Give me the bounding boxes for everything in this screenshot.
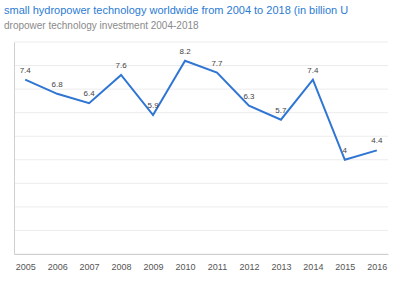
x-tick-label: 2014 xyxy=(303,262,323,272)
x-tick-label: 2011 xyxy=(208,262,227,272)
grid-line xyxy=(14,42,388,43)
x-axis: 2005 2006 2007 2008 2009 2010 2011 2012 2013 2014… xyxy=(15,254,389,272)
x-axis-line xyxy=(15,254,389,255)
grid-line xyxy=(14,112,388,113)
data-label: 6.3 xyxy=(243,92,255,101)
subtitle: dropower technology investment 2004-2018 xyxy=(4,20,199,31)
data-label: 8.2 xyxy=(179,47,191,56)
x-tick: 2013 xyxy=(271,254,291,272)
x-tick-label: 2016 xyxy=(367,262,387,272)
x-tick-label: 2006 xyxy=(48,262,68,272)
data-label: 5.9 xyxy=(147,101,159,110)
grid-line xyxy=(14,230,388,231)
y-axis-line xyxy=(14,43,15,255)
x-tick: 2005 xyxy=(16,254,36,272)
x-tick-label: 2013 xyxy=(271,262,291,272)
title: small hydropower technology worldwide fr… xyxy=(4,4,348,16)
x-tick-label: 2007 xyxy=(80,262,100,272)
x-tick-label: 2012 xyxy=(239,262,259,272)
x-tick: 2015 xyxy=(335,254,355,272)
data-label: 7.4 xyxy=(307,66,319,75)
plot: 2005 2006 2007 2008 2009 2010 2011 2012 2013 2014… xyxy=(14,42,389,272)
data-label: 6.8 xyxy=(52,80,64,89)
x-tick: 2008 xyxy=(112,254,132,272)
grid xyxy=(14,42,388,254)
grid-line xyxy=(14,136,388,137)
x-tick: 2009 xyxy=(144,254,164,272)
data-label: 6.4 xyxy=(84,89,96,98)
data-labels: 7.4 6.8 6.4 7.6 5.9 8.2 7.7 6.3 5.7 7.4 4 4.4 xyxy=(20,47,383,155)
grid-line xyxy=(14,206,388,207)
data-label: 7.6 xyxy=(116,61,128,70)
data-label: 7.4 xyxy=(20,66,32,75)
grid-line xyxy=(14,159,388,160)
x-tick-label: 2008 xyxy=(112,262,132,272)
x-tick: 2007 xyxy=(80,254,100,272)
data-label: 5.7 xyxy=(275,106,287,115)
data-label: 7.7 xyxy=(211,59,223,68)
x-tick: 2012 xyxy=(239,254,259,272)
chart-container: small hydropower technology worldwide fr… xyxy=(0,0,400,284)
x-tick-label: 2010 xyxy=(176,262,196,272)
x-tick: 2014 xyxy=(303,254,323,272)
x-tick-label: 2005 xyxy=(16,262,36,272)
x-tick-label: 2009 xyxy=(144,262,164,272)
grid-line xyxy=(14,89,388,90)
x-tick: 2016 xyxy=(367,254,387,272)
marks xyxy=(25,61,377,160)
y-axis xyxy=(14,43,16,255)
x-tick-label: 2015 xyxy=(335,262,355,272)
grid-line xyxy=(14,254,388,255)
x-tick: 2006 xyxy=(48,254,68,272)
chart-svg: small hydropower technology worldwide fr… xyxy=(0,0,400,284)
grid-line xyxy=(14,183,388,184)
series-line xyxy=(25,61,377,160)
x-tick: 2011 xyxy=(208,254,227,272)
data-label: 4.4 xyxy=(371,136,383,145)
x-tick: 2010 xyxy=(176,254,196,272)
data-label: 4 xyxy=(343,146,348,155)
